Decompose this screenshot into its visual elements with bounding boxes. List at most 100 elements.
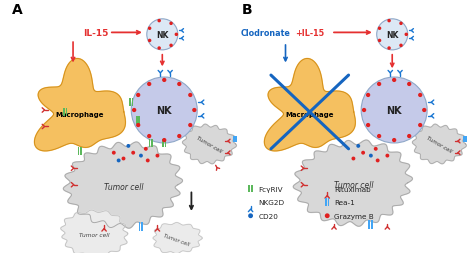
Circle shape: [157, 47, 161, 51]
Polygon shape: [264, 59, 356, 151]
Circle shape: [139, 154, 143, 158]
Circle shape: [155, 154, 159, 158]
Polygon shape: [35, 59, 126, 151]
Circle shape: [188, 93, 192, 98]
Circle shape: [131, 151, 135, 155]
Text: NK: NK: [386, 31, 399, 40]
Text: +IL-15: +IL-15: [295, 29, 324, 38]
Bar: [235, 137, 237, 142]
Circle shape: [192, 108, 196, 113]
Circle shape: [392, 78, 396, 83]
Polygon shape: [412, 125, 466, 164]
Text: Rea-1: Rea-1: [334, 199, 355, 205]
Circle shape: [399, 23, 403, 26]
Text: Macrophage: Macrophage: [285, 112, 334, 117]
Text: Rituximab: Rituximab: [334, 186, 371, 192]
Circle shape: [418, 93, 422, 98]
Circle shape: [148, 40, 151, 43]
Bar: [136, 116, 138, 124]
Text: NK: NK: [386, 106, 402, 116]
Text: NK: NK: [156, 31, 168, 40]
Bar: [164, 139, 166, 147]
Text: Tumor cell: Tumor cell: [163, 232, 191, 246]
Circle shape: [132, 108, 137, 113]
Text: Tumor cell: Tumor cell: [334, 181, 373, 189]
Polygon shape: [182, 125, 237, 164]
Circle shape: [177, 83, 182, 87]
Circle shape: [121, 157, 126, 161]
Bar: [138, 116, 140, 124]
Bar: [80, 147, 82, 155]
Bar: [368, 220, 370, 229]
Circle shape: [369, 154, 373, 158]
Circle shape: [407, 134, 411, 139]
Text: FcγRIV: FcγRIV: [258, 186, 283, 192]
Circle shape: [325, 213, 329, 218]
Circle shape: [366, 93, 370, 98]
Circle shape: [169, 44, 173, 48]
Bar: [248, 185, 250, 193]
Polygon shape: [153, 223, 202, 253]
Circle shape: [385, 154, 389, 158]
Circle shape: [356, 144, 360, 148]
Circle shape: [147, 20, 178, 51]
Circle shape: [248, 213, 253, 218]
Circle shape: [144, 147, 148, 151]
Circle shape: [361, 151, 365, 155]
Circle shape: [376, 159, 380, 163]
Polygon shape: [293, 140, 412, 226]
Bar: [65, 109, 67, 116]
Circle shape: [162, 138, 166, 143]
Bar: [233, 137, 235, 142]
Circle shape: [407, 83, 411, 87]
Text: Tumor cell: Tumor cell: [195, 135, 222, 154]
Circle shape: [112, 151, 116, 155]
Text: NK: NK: [156, 106, 172, 116]
Circle shape: [146, 159, 150, 163]
Bar: [129, 99, 131, 107]
Text: IL-15: IL-15: [83, 29, 108, 38]
Circle shape: [387, 47, 391, 51]
Text: A: A: [12, 3, 23, 17]
Circle shape: [387, 20, 391, 23]
Text: CD20: CD20: [258, 213, 278, 219]
Text: NKG2D: NKG2D: [258, 199, 284, 205]
Bar: [371, 220, 374, 229]
Text: Grazyme B: Grazyme B: [334, 213, 374, 219]
Circle shape: [174, 34, 178, 37]
Circle shape: [162, 78, 166, 83]
Circle shape: [366, 123, 370, 128]
Circle shape: [392, 138, 396, 143]
Circle shape: [418, 123, 422, 128]
Bar: [325, 199, 327, 206]
Circle shape: [374, 147, 378, 151]
Circle shape: [361, 78, 427, 144]
Polygon shape: [61, 210, 128, 254]
Bar: [78, 147, 80, 155]
Polygon shape: [64, 142, 182, 228]
Circle shape: [404, 34, 408, 37]
Bar: [463, 137, 465, 142]
Bar: [251, 185, 253, 193]
Circle shape: [377, 20, 408, 51]
Circle shape: [147, 83, 151, 87]
Bar: [138, 222, 140, 231]
Bar: [132, 99, 133, 107]
Text: B: B: [242, 3, 253, 17]
Circle shape: [136, 93, 140, 98]
Circle shape: [177, 134, 182, 139]
Text: Tumor cell: Tumor cell: [104, 182, 143, 192]
Circle shape: [147, 134, 151, 139]
Text: Tumor cell: Tumor cell: [425, 135, 452, 154]
Circle shape: [117, 159, 120, 163]
Circle shape: [136, 123, 140, 128]
Text: Clodronate: Clodronate: [241, 29, 291, 38]
Bar: [151, 139, 153, 147]
Circle shape: [157, 20, 161, 23]
Circle shape: [131, 78, 197, 144]
Bar: [141, 222, 143, 231]
Text: Macrophage: Macrophage: [55, 112, 104, 117]
Bar: [162, 139, 164, 147]
Circle shape: [377, 134, 381, 139]
Circle shape: [169, 23, 173, 26]
